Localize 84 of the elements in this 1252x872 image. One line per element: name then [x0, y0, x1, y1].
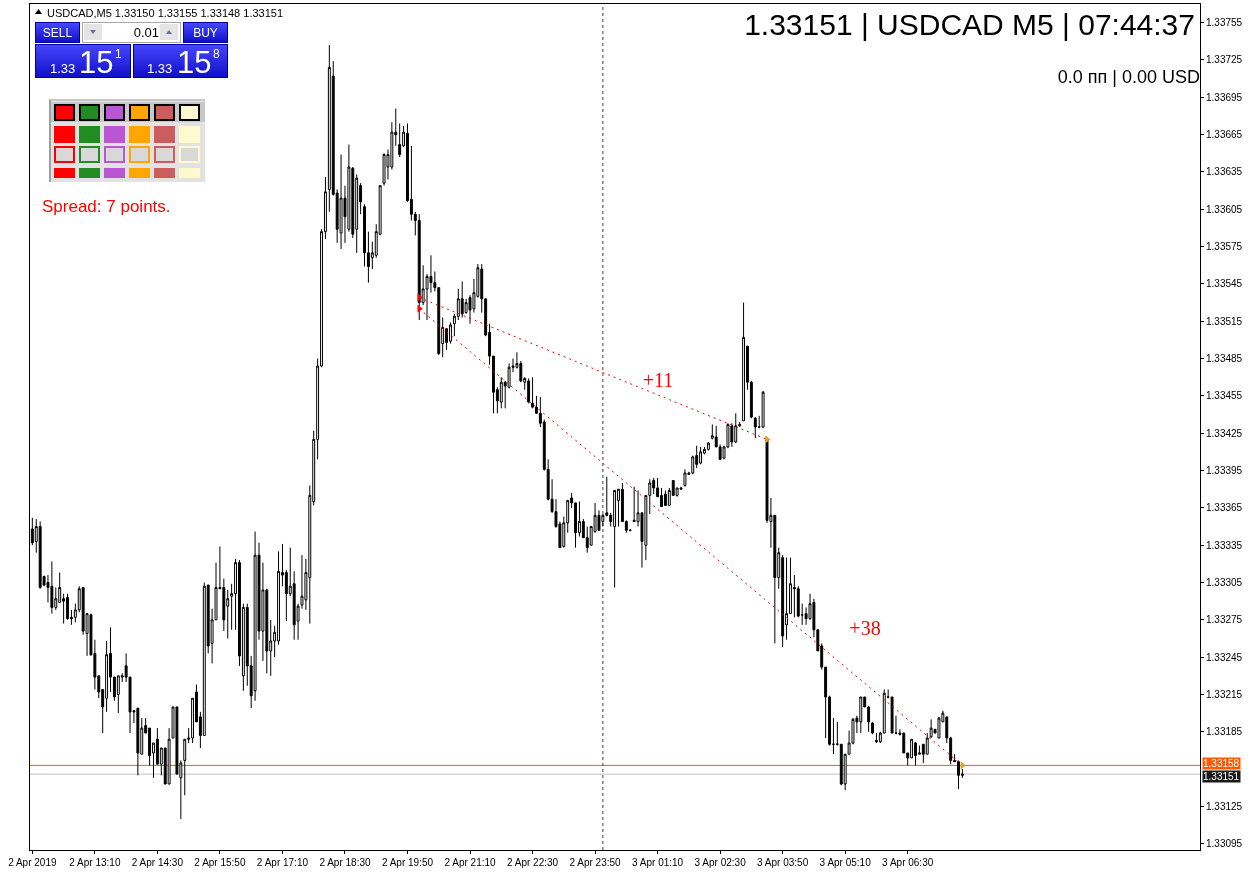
candlestick	[136, 707, 140, 776]
candlestick	[398, 122, 402, 158]
candlestick	[50, 560, 54, 615]
candlestick	[663, 489, 667, 506]
x-tick-label: 3 Apr 02:30	[694, 857, 747, 868]
candlestick	[742, 302, 746, 422]
candlestick	[116, 675, 120, 714]
x-tick-label: 3 Apr 03:50	[757, 857, 809, 868]
candlestick	[632, 486, 636, 523]
candlestick	[839, 743, 843, 786]
candlestick	[957, 759, 960, 790]
candlestick	[527, 377, 531, 404]
sell-button: SELL	[35, 22, 80, 43]
y-tick-label: 1.33425	[1206, 427, 1243, 439]
x-tick-label: 2 Apr 21:10	[444, 857, 497, 868]
candlestick	[460, 280, 464, 319]
candlestick	[859, 696, 863, 734]
y-tick-label: 1.33095	[1206, 838, 1243, 850]
y-tick-label: 1.33485	[1206, 353, 1243, 365]
y-tick-label: 1.33455	[1206, 390, 1243, 402]
candlestick	[683, 468, 687, 488]
candlestick	[734, 412, 738, 444]
candlestick	[499, 376, 503, 409]
x-tick-label: 3 Apr 05:10	[819, 857, 872, 868]
candlestick	[327, 44, 331, 213]
x-tick-label: 2 Apr 15:50	[194, 857, 246, 868]
x-tick-label: 2 Apr 2019	[8, 857, 57, 868]
annotation: +38	[849, 617, 881, 639]
buy-button: BUY	[183, 22, 228, 43]
candlestick	[761, 390, 765, 429]
chart-title: USDCAD,M5 1.33150 1.33155 1.33148 1.33151	[47, 7, 284, 19]
x-tick-label: 2 Apr 19:50	[381, 857, 434, 868]
ref-line-label: 1.33151	[1203, 771, 1240, 782]
chart-subtitle: 1.33151 | USDCAD M5 | 07:44:37	[744, 8, 1195, 41]
annotation: +11	[642, 369, 674, 391]
y-tick-label: 1.33605	[1206, 203, 1243, 215]
y-tick-label: 1.33125	[1206, 800, 1243, 812]
x-tick-label: 2 Apr 14:30	[131, 857, 184, 868]
annotation: SELL	[41, 26, 74, 40]
candlestick	[613, 489, 617, 588]
y-tick-label: 1.33275	[1206, 614, 1243, 626]
annotation: 1.33	[50, 61, 76, 76]
candlestick	[699, 446, 703, 465]
y-tick-label: 1.33545	[1206, 278, 1243, 290]
y-tick-label: 1.33215	[1206, 688, 1243, 700]
candlestick	[753, 416, 757, 439]
y-tick-label: 1.33515	[1206, 315, 1243, 327]
annotation: 0.01	[132, 25, 159, 40]
candlestick	[66, 593, 69, 621]
y-tick-label: 1.33185	[1206, 726, 1243, 738]
candlestick	[706, 441, 710, 452]
candlestick	[874, 732, 878, 744]
y-tick-label: 1.33245	[1206, 651, 1243, 663]
annotation: 15	[79, 45, 114, 80]
y-tick-label: 1.33575	[1206, 241, 1243, 253]
candlestick	[417, 213, 421, 321]
x-tick-label: 2 Apr 17:10	[256, 857, 309, 868]
annotation: BUY	[192, 26, 219, 40]
annotation: 15	[177, 45, 212, 80]
candlestick	[835, 721, 839, 746]
annotation: 8	[213, 47, 220, 61]
x-tick-label: 2 Apr 18:30	[319, 857, 371, 868]
x-tick-label: 2 Apr 13:10	[69, 857, 121, 868]
annotation: 1	[115, 47, 122, 61]
candlestick	[339, 154, 343, 250]
annotation: Spread: 7 points.	[42, 197, 171, 216]
y-tick-label: 1.33695	[1206, 91, 1243, 103]
y-tick-label: 1.33305	[1206, 577, 1243, 589]
y-tick-label: 1.33335	[1206, 539, 1243, 551]
candlestick	[38, 521, 42, 590]
y-tick-label: 1.33635	[1206, 166, 1243, 178]
x-tick-label: 3 Apr 01:10	[632, 857, 684, 868]
x-tick-label: 3 Apr 06:30	[882, 857, 934, 868]
x-tick-label: 2 Apr 22:30	[506, 857, 559, 868]
y-tick-label: 1.33755	[1206, 17, 1243, 29]
y-tick-label: 1.33725	[1206, 54, 1243, 66]
annotation: 1.33	[147, 61, 173, 76]
y-tick-label: 1.33395	[1206, 465, 1243, 477]
y-tick-label: 1.33365	[1206, 502, 1243, 514]
annotation: 0.0 пп | 0.00 USD	[1057, 67, 1200, 87]
x-tick-label: 2 Apr 23:50	[569, 857, 622, 868]
y-tick-label: 1.33665	[1206, 129, 1243, 141]
ref-line-label: 1.33158	[1203, 758, 1240, 769]
candlestick	[914, 741, 917, 766]
